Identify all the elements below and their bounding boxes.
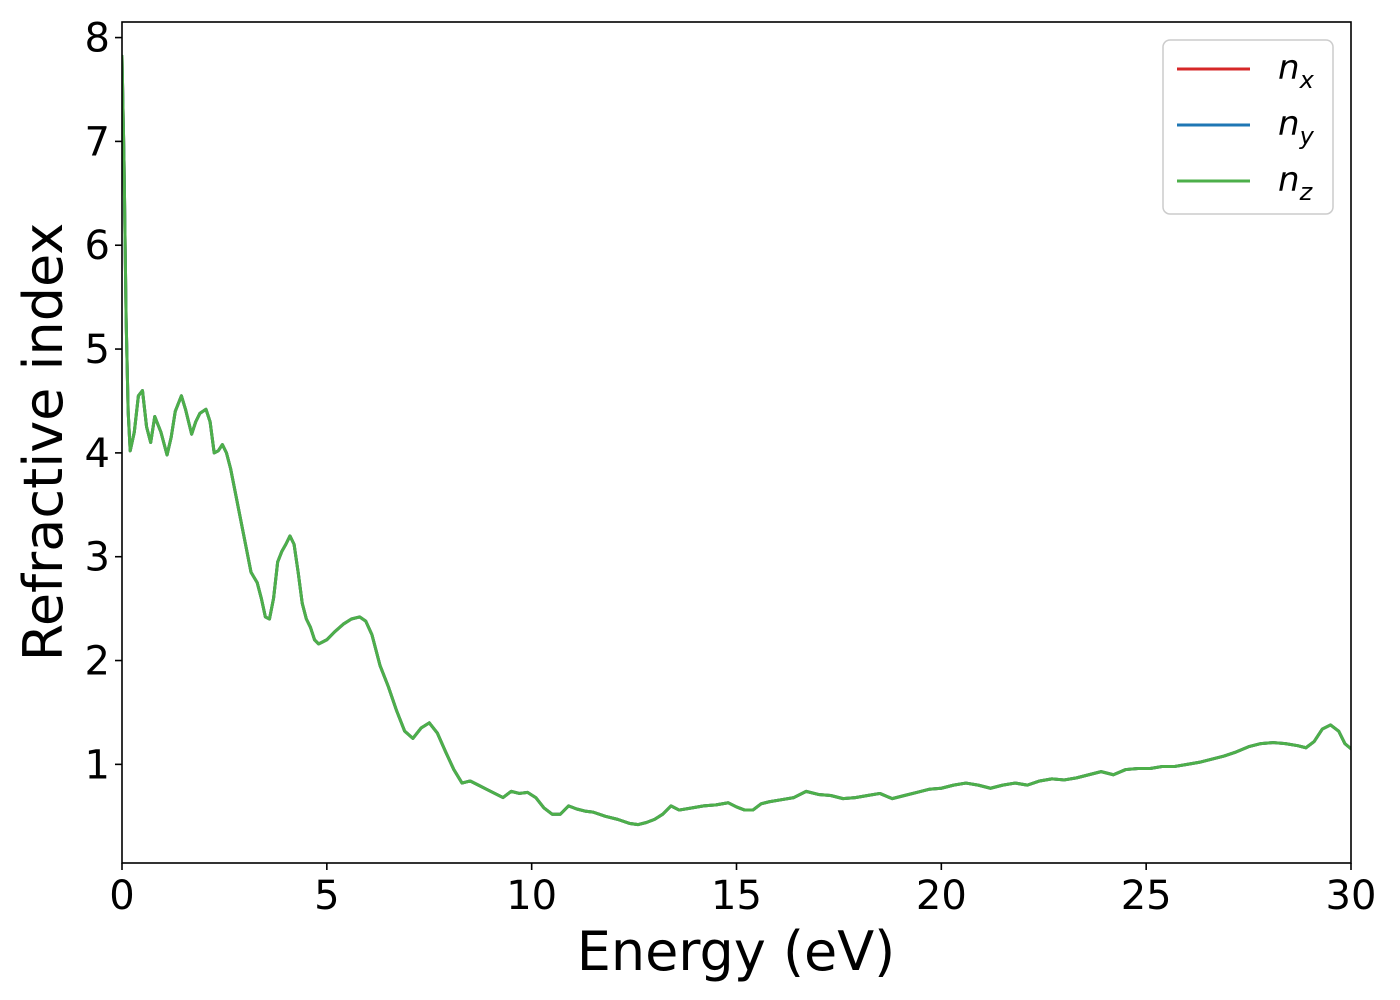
y-tick-label: 3 <box>85 535 110 581</box>
series-line-n-z <box>122 54 1351 827</box>
ticks-layer: 0 5 10 15 20 25 30 1 2 3 4 5 6 7 8 <box>85 16 1377 919</box>
series-layer <box>122 54 1351 827</box>
y-tick-label: 2 <box>85 639 110 685</box>
x-tick-label: 30 <box>1326 873 1377 919</box>
x-tick-label: 0 <box>109 873 134 919</box>
legend-items: nx ny nz <box>1177 48 1315 206</box>
x-tick-label: 10 <box>506 873 557 919</box>
x-tick-label: 20 <box>916 873 967 919</box>
y-tick-label: 1 <box>85 742 110 788</box>
y-axis-title: Refractive index <box>12 223 75 662</box>
x-tick-label: 5 <box>314 873 339 919</box>
legend-label-n-x: nx <box>1278 48 1315 94</box>
y-tick-label: 8 <box>85 16 110 62</box>
legend-label-n-z: nz <box>1278 160 1314 206</box>
x-tick-label: 25 <box>1121 873 1172 919</box>
y-tick-label: 6 <box>85 223 110 269</box>
legend-label-n-y: ny <box>1278 104 1315 150</box>
x-axis-title: Energy (eV) <box>577 920 896 983</box>
y-tick-label: 7 <box>85 119 110 165</box>
y-tick-label: 4 <box>85 431 110 477</box>
legend-box <box>1162 39 1334 215</box>
x-tick-label: 15 <box>711 873 762 919</box>
legend: nx ny nz <box>1162 39 1334 215</box>
y-tick-label: 5 <box>85 327 110 373</box>
